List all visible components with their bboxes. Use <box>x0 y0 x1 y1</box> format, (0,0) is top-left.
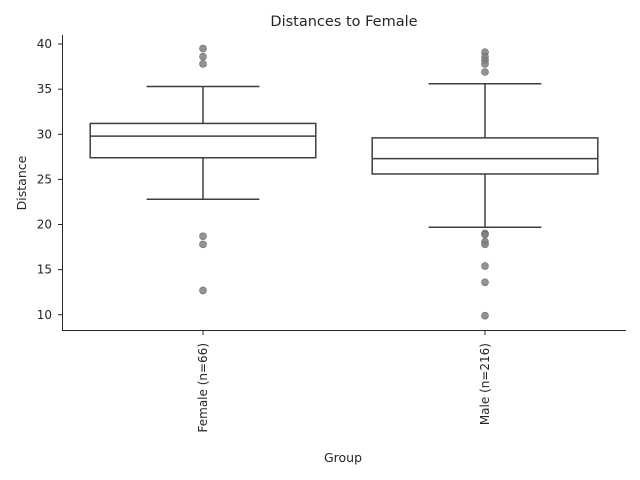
box-group-2 <box>371 48 599 320</box>
y-tick-label: 15 <box>37 263 52 277</box>
outlier-point <box>481 311 489 320</box>
outlier-point <box>481 68 489 76</box>
plot-area <box>89 44 599 320</box>
x-tick-label: Male (n=216) <box>478 343 492 425</box>
x-tick-label: Female (n=66) <box>196 343 210 433</box>
outlier-point <box>199 60 207 68</box>
x-ticks: Female (n=66) Male (n=216) <box>196 331 492 433</box>
outlier-point <box>481 230 489 239</box>
y-tick-label: 20 <box>37 218 52 232</box>
x-axis-label: Group <box>324 450 362 465</box>
y-tick-label: 10 <box>37 308 52 322</box>
outlier-point <box>199 52 207 61</box>
outlier-point <box>481 60 489 68</box>
box-group-1 <box>89 44 317 295</box>
box-iqr <box>371 137 599 175</box>
outlier-point <box>481 262 489 270</box>
chart-title: Distances to Female <box>270 14 417 30</box>
y-tick-label: 30 <box>37 127 52 141</box>
outlier-point <box>199 286 207 295</box>
outlier-point <box>199 44 207 53</box>
outlier-point <box>481 278 489 287</box>
y-tick-label: 40 <box>37 37 52 51</box>
outlier-point <box>199 232 207 241</box>
y-axis-label: Distance <box>14 155 29 210</box>
box-iqr <box>89 122 317 159</box>
y-tick-label: 35 <box>37 82 52 96</box>
y-ticks: 10 15 20 25 30 35 40 <box>37 37 62 322</box>
outlier-point <box>481 240 489 249</box>
outlier-point <box>199 240 207 249</box>
y-tick-label: 25 <box>37 172 52 186</box>
